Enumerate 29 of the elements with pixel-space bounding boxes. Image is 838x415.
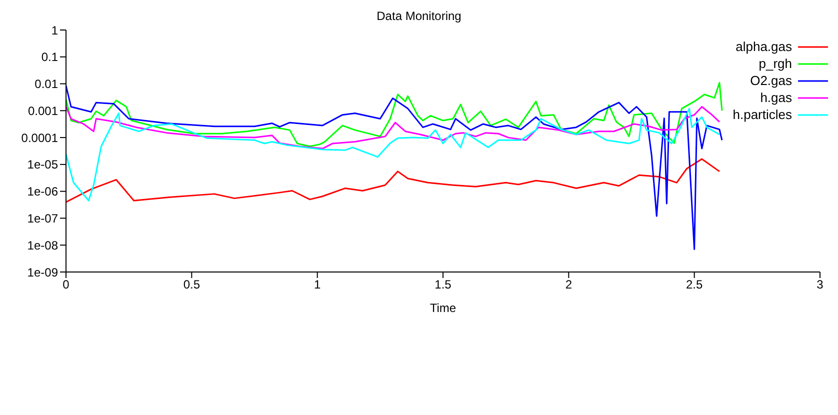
- legend-label: alpha.gas: [736, 39, 792, 54]
- y-tick-label: 1e-08: [27, 238, 58, 252]
- legend-label: h.gas: [760, 90, 792, 105]
- y-tick-label: 1e-05: [27, 158, 58, 172]
- x-tick-label: 1: [314, 278, 321, 292]
- y-tick-label: 1e-06: [27, 184, 58, 199]
- y-tick-label: 1: [51, 23, 58, 38]
- x-tick-label: 3: [816, 278, 824, 292]
- line-series: [66, 84, 723, 250]
- line-series: [66, 158, 720, 203]
- x-axis-title: Time: [430, 301, 456, 315]
- legend-label: p_rgh: [758, 56, 792, 71]
- chart-title: Data Monitoring: [376, 9, 462, 23]
- x-tick-label: 2: [565, 278, 572, 292]
- x-tick-label: 0.5: [183, 278, 200, 292]
- y-tick-label: 1e-07: [27, 211, 58, 226]
- y-tick-label: 0.0001: [21, 130, 58, 145]
- x-tick-label: 1.5: [434, 278, 452, 292]
- y-tick-label: 0.01: [34, 77, 58, 92]
- x-tick-label: 2.5: [686, 278, 703, 292]
- legend-label: O2.gas: [750, 73, 792, 88]
- y-tick-label: 1e-09: [27, 265, 58, 280]
- x-tick-label: 0: [62, 278, 70, 292]
- line-series: [66, 106, 720, 150]
- legend-label: h.particles: [732, 107, 792, 122]
- y-tick-label: 0.001: [28, 104, 58, 118]
- line-series: [66, 108, 720, 202]
- y-tick-label: 0.1: [41, 50, 58, 64]
- line-series: [66, 82, 723, 148]
